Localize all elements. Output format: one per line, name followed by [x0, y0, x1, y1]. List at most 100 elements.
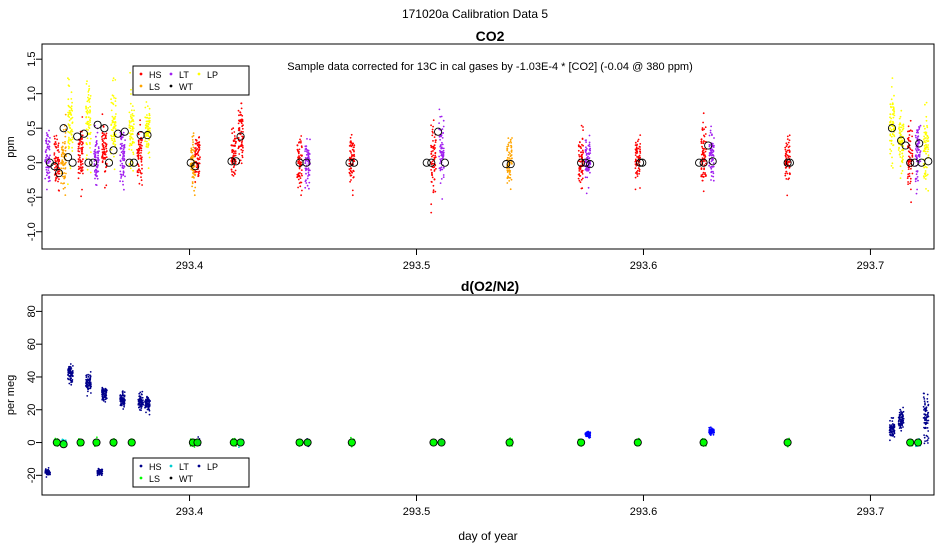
co2-data-point [893, 112, 895, 114]
co2-data-point [45, 168, 48, 171]
co2-data-point [58, 178, 60, 181]
co2-data-point [582, 129, 584, 132]
co2-data-point [923, 166, 925, 169]
co2-data-point [61, 162, 64, 165]
co2-data-point [106, 163, 108, 165]
o2n2-data-point [713, 431, 715, 434]
co2-data-point [81, 116, 84, 118]
co2-data-point [923, 131, 926, 134]
co2-data-point [581, 137, 584, 140]
co2-data-point [440, 147, 443, 150]
co2-data-point [139, 119, 142, 122]
co2-data-point [79, 166, 82, 169]
o2n2-data-point [105, 391, 108, 394]
co2-data-point [915, 173, 918, 176]
co2-data-point [103, 148, 106, 151]
co2-data-point [438, 108, 441, 111]
co2-data-point [89, 111, 91, 114]
co2-data-point [133, 109, 136, 112]
co2-data-point [46, 171, 48, 174]
co2-data-point [112, 127, 115, 130]
co2-data-point [237, 122, 240, 125]
o2n2-data-point [891, 420, 894, 422]
o2n2-data-point [891, 435, 894, 437]
co2-data-point [300, 194, 302, 197]
co2-data-point [702, 153, 705, 156]
o2n2-data-point [139, 398, 142, 400]
o2n2-mean-marker [437, 438, 446, 447]
o2n2-data-point [923, 421, 926, 424]
co2-data-point [914, 148, 917, 150]
co2-data-point [242, 146, 244, 149]
co2-data-point [788, 139, 791, 142]
co2-data-point [136, 171, 139, 174]
co2-data-point [114, 125, 117, 127]
co2-data-point [122, 150, 125, 153]
co2-data-point [129, 137, 132, 140]
co2-data-point [103, 150, 105, 153]
o2n2-data-point [140, 407, 143, 409]
o2n2-data-point [891, 426, 894, 428]
o2n2-data-point [926, 427, 929, 429]
co2-data-point [581, 153, 584, 156]
co2-legend-lp-label: LP [207, 70, 218, 80]
co2-data-point [441, 141, 443, 144]
co2-data-point [927, 154, 930, 157]
co2-data-point [49, 154, 51, 157]
co2-data-point [919, 150, 922, 153]
co2-data-point [57, 142, 60, 145]
co2-data-point [908, 130, 911, 133]
o2n2-data-point [889, 424, 891, 426]
co2-data-point [907, 175, 909, 178]
co2-data-point [351, 189, 354, 192]
co2-data-point [902, 155, 904, 158]
o2n2-data-point [350, 436, 352, 439]
co2-data-point [121, 166, 124, 169]
o2n2-data-point [924, 403, 926, 406]
co2-data-point [892, 144, 894, 147]
co2-data-point [301, 146, 303, 149]
co2-data-point [129, 167, 132, 170]
co2-data-point [510, 146, 513, 149]
co2-data-point [104, 135, 107, 138]
o2n2-y-axis-label: per meg [5, 375, 17, 415]
co2-data-point [297, 152, 300, 155]
co2-data-point [53, 135, 56, 138]
co2-data-point [128, 124, 131, 127]
co2-data-point [45, 174, 48, 177]
co2-data-point [86, 154, 88, 157]
co2-data-point [79, 160, 82, 163]
co2-data-point [191, 181, 194, 183]
co2-data-point [114, 97, 117, 100]
co2-data-point [101, 153, 104, 155]
co2-data-point [110, 137, 113, 140]
co2-data-point [64, 147, 67, 150]
co2-data-point [147, 146, 149, 149]
co2-data-point [45, 140, 48, 143]
co2-data-point [296, 176, 299, 179]
co2-data-point [81, 169, 84, 172]
co2-data-point [198, 141, 201, 143]
co2-data-point [130, 144, 133, 147]
co2-data-point [296, 144, 299, 147]
co2-data-point [510, 144, 512, 147]
co2-data-point [914, 177, 917, 180]
co2-data-point [708, 145, 711, 148]
co2-data-point [639, 187, 641, 189]
co2-data-point [101, 155, 103, 158]
co2-data-point [700, 138, 703, 141]
co2-data-point [45, 149, 48, 151]
o2n2-data-point [709, 426, 712, 429]
co2-data-point [87, 107, 90, 109]
co2-mean-marker [350, 158, 359, 167]
co2-data-point [906, 177, 909, 180]
co2-data-point [77, 160, 80, 163]
co2-data-point [305, 167, 308, 170]
co2-data-point [712, 172, 715, 175]
co2-data-point [431, 160, 434, 163]
co2-data-point [195, 153, 198, 155]
co2-data-point [191, 135, 194, 138]
co2-data-point [68, 136, 70, 139]
co2-data-point [240, 113, 242, 116]
co2-data-point [710, 179, 712, 181]
